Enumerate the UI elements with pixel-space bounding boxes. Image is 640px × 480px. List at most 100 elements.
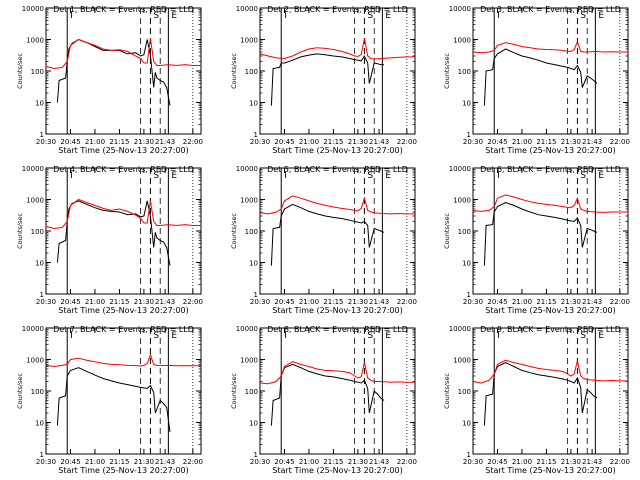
x-tick-label: 21:00 — [299, 298, 319, 306]
x-tick-label: 20:30 — [250, 138, 270, 146]
y-tick-label: 1 — [254, 291, 258, 299]
y-tick-label: 1000 — [26, 37, 44, 45]
marker-label: I — [284, 331, 287, 341]
x-tick-label: 21:15 — [109, 138, 129, 146]
chart-panel-7: Det 7, BLACK = Events, RED = LLD 1 10 100 10… — [16, 325, 203, 475]
x-tick-label: 21:30 — [348, 458, 368, 466]
x-tick-label: 21:43 — [582, 138, 602, 146]
x-axis-label: Start Time (25-Nov-13 20:27:00) — [485, 466, 615, 475]
y-tick-label: 1000 — [453, 197, 471, 205]
x-tick-label: 21:00 — [85, 298, 105, 306]
x-tick-label: 21:15 — [109, 458, 129, 466]
series-events-line — [56, 200, 171, 266]
marker-label: S — [580, 11, 586, 21]
chart-panel-2: Det 2, BLACK = Events, RED = LLD 1 10 100 10… — [230, 5, 417, 155]
x-tick-label: 21:43 — [155, 298, 175, 306]
y-tick-label: 100 — [458, 388, 471, 396]
y-tick-label: 1 — [40, 291, 44, 299]
x-tick-label: 21:30 — [134, 458, 154, 466]
series-lld-line — [45, 353, 201, 368]
x-tick-label: 20:30 — [250, 458, 270, 466]
series-lld-line — [259, 361, 415, 385]
x-tick-label: 22:00 — [610, 138, 630, 146]
x-axis-label: Start Time (25-Nov-13 20:27:00) — [272, 466, 402, 475]
marker-label: E — [598, 11, 604, 21]
x-tick-label: 22:00 — [397, 298, 417, 306]
x-tick-label: 21:00 — [85, 138, 105, 146]
x-tick-label: 21:30 — [561, 458, 581, 466]
x-tick-label: 20:30 — [36, 298, 56, 306]
plot-frame — [45, 7, 202, 135]
x-tick-label: 22:00 — [610, 458, 630, 466]
y-tick-label: 1000 — [453, 37, 471, 45]
marker-label: S — [153, 171, 159, 181]
x-tick-label: 22:00 — [183, 298, 203, 306]
y-axis-label: Counts/sec — [230, 213, 238, 249]
x-tick-label: 20:30 — [463, 298, 483, 306]
x-tick-label: 20:30 — [36, 458, 56, 466]
x-tick-label: 21:43 — [155, 138, 175, 146]
x-tick-label: 21:30 — [561, 138, 581, 146]
y-tick-label: 10000 — [22, 5, 44, 13]
x-tick-label: 21:00 — [512, 138, 532, 146]
y-tick-label: 1000 — [240, 197, 258, 205]
y-tick-label: 100 — [458, 228, 471, 236]
y-tick-label: 1 — [467, 291, 471, 299]
x-tick-label: 21:43 — [369, 458, 389, 466]
x-tick-label: 21:00 — [299, 458, 319, 466]
x-tick-label: 20:45 — [274, 298, 294, 306]
marker-label: I — [70, 171, 73, 181]
x-tick-label: 22:00 — [183, 138, 203, 146]
x-tick-label: 21:15 — [323, 138, 343, 146]
y-tick-label: 10 — [462, 100, 471, 108]
marker-label: E — [171, 171, 177, 181]
y-axis-label: Counts/sec — [16, 373, 24, 409]
y-tick-label: 100 — [245, 388, 258, 396]
y-axis-label: Counts/sec — [443, 213, 451, 249]
chart-panel-4: Det 4, BLACK = Events, RED = LLD 1 10 100 10… — [16, 165, 203, 315]
marker-label: I — [284, 171, 287, 181]
y-tick-label: 10 — [249, 260, 258, 268]
y-axis-label: Counts/sec — [16, 53, 24, 89]
y-tick-label: 1000 — [26, 357, 44, 365]
x-tick-label: 20:45 — [487, 458, 507, 466]
y-tick-label: 1000 — [453, 357, 471, 365]
plot-frame — [259, 167, 416, 295]
series-lld-line — [472, 359, 628, 384]
y-tick-label: 100 — [458, 68, 471, 76]
plot-frame — [45, 167, 202, 295]
x-tick-label: 21:43 — [369, 298, 389, 306]
x-tick-label: 21:43 — [155, 458, 175, 466]
marker-label: E — [385, 11, 391, 21]
x-tick-label: 22:00 — [397, 138, 417, 146]
x-tick-label: 21:30 — [348, 298, 368, 306]
y-tick-label: 10 — [462, 420, 471, 428]
x-tick-label: 21:15 — [109, 298, 129, 306]
chart-panel-1: Det 1, BLACK = Events, RED = LLD 1 10 100 10… — [16, 5, 203, 155]
y-tick-label: 1 — [40, 131, 44, 139]
chart-panel-6: Det 6, BLACK = Events, RED = LLD 1 10 100 10… — [443, 165, 630, 315]
chart-panel-5: Det 5, BLACK = Events, RED = LLD 1 10 100 10… — [230, 165, 417, 315]
series-events-line — [56, 367, 171, 433]
x-tick-label: 20:30 — [250, 298, 270, 306]
x-tick-label: 20:45 — [60, 298, 80, 306]
y-tick-label: 10000 — [236, 325, 258, 333]
y-axis-label: Counts/sec — [230, 373, 238, 409]
x-tick-label: 20:45 — [487, 298, 507, 306]
y-tick-label: 10 — [35, 100, 44, 108]
series-lld-line — [259, 195, 415, 215]
series-lld-line — [45, 198, 201, 230]
x-tick-label: 20:45 — [487, 138, 507, 146]
marker-label: E — [171, 331, 177, 341]
marker-label: S — [580, 171, 586, 181]
chart-title: Det 6, BLACK = Events, RED = LLD — [480, 165, 621, 174]
x-tick-label: 21:00 — [512, 458, 532, 466]
x-tick-label: 21:30 — [348, 138, 368, 146]
marker-label: I — [497, 171, 500, 181]
series-lld-line — [45, 38, 201, 70]
y-tick-label: 10000 — [236, 165, 258, 173]
y-tick-label: 100 — [245, 228, 258, 236]
marker-label: E — [385, 331, 391, 341]
plot-frame — [472, 7, 629, 135]
x-tick-label: 20:45 — [274, 138, 294, 146]
